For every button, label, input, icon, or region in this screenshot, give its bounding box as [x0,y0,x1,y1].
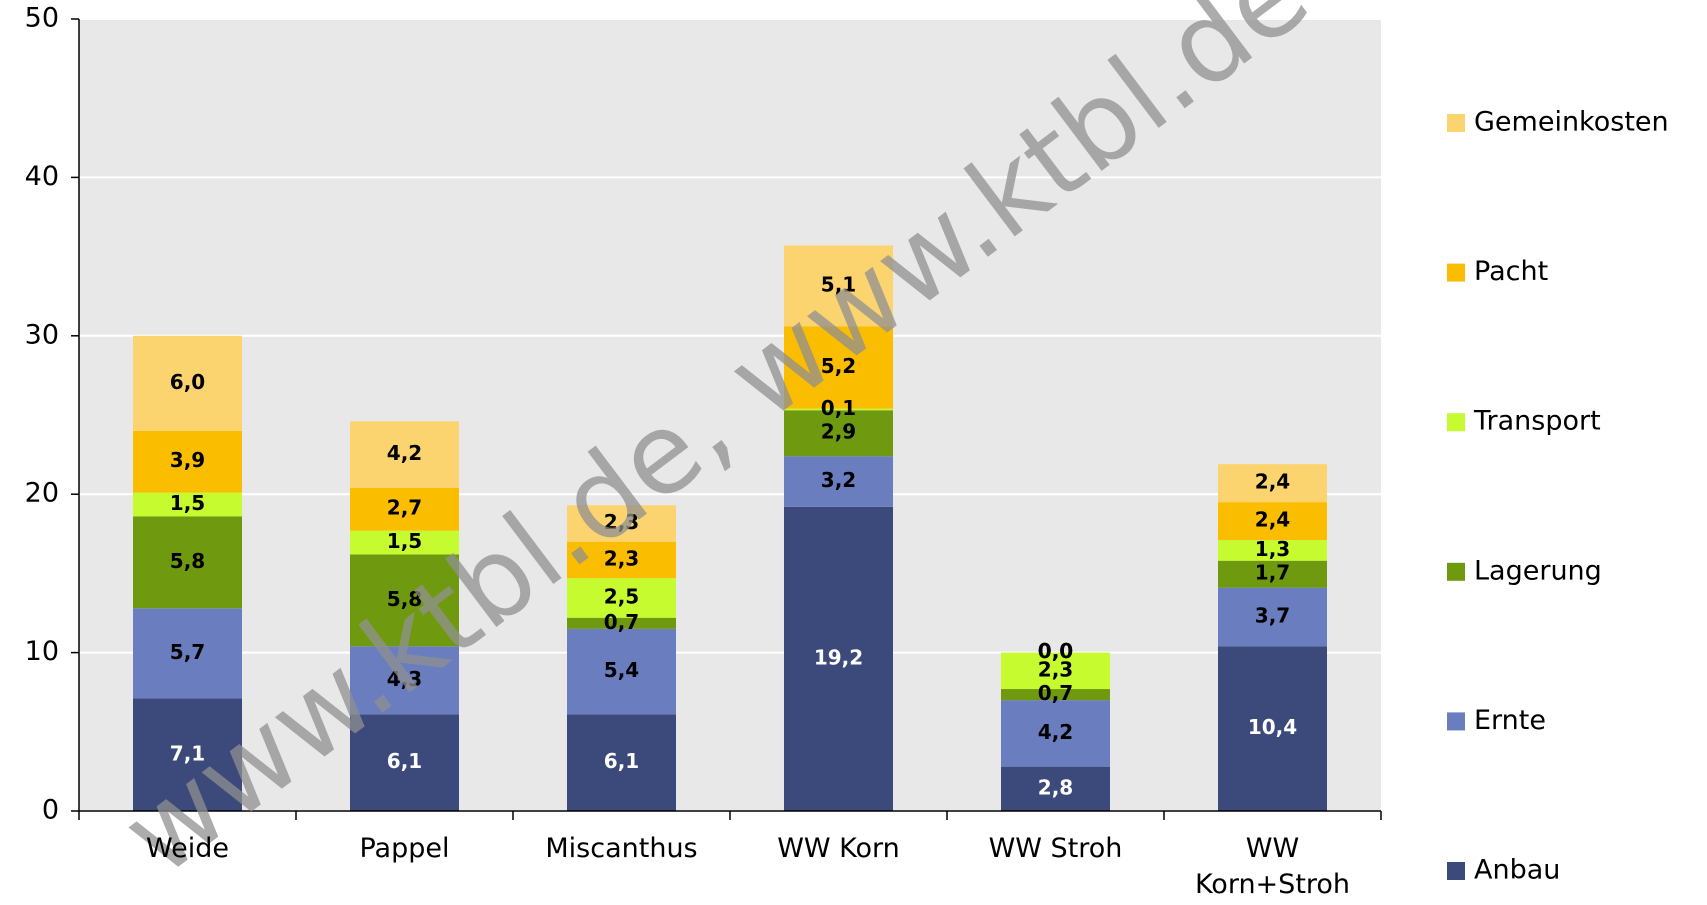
legend-swatch [1447,413,1465,432]
legend-label: Gemeinkosten [1474,107,1669,138]
bar-segment [784,245,893,327]
data-label: 2,4 [1255,508,1290,532]
y-tick-label: 10 [25,636,59,667]
legend-swatch [1447,562,1465,581]
data-label: 5,7 [170,640,205,664]
data-label: 5,8 [170,549,205,573]
y-tick-label: 20 [25,478,59,509]
bar-segment [567,541,676,579]
bar-segment [350,530,459,555]
bar-segment [350,487,459,531]
data-label: 1,3 [1255,537,1290,561]
data-label: 0,1 [821,396,856,420]
data-label: 0,7 [1038,681,1073,705]
bar-segment [1218,464,1327,503]
legend-label: Anbau [1474,855,1560,886]
data-label: 4,2 [1038,720,1073,744]
x-tick-label: Weide [146,833,229,864]
data-label: 4,3 [387,667,422,691]
legend-swatch [1447,263,1465,282]
data-label: 5,8 [387,587,422,611]
bar-segment [784,326,893,409]
bar-segment [133,430,242,493]
data-label: 3,9 [170,448,205,472]
bar-segment [350,646,459,715]
bar-segment [133,335,242,431]
plot-area [79,19,1381,811]
bar-segment [784,456,893,507]
x-tick-label: Pappel [359,833,450,864]
data-label: 2,3 [604,546,639,570]
legend-swatch [1447,862,1465,880]
bar-segment [1218,502,1327,541]
data-label: 3,7 [1255,603,1290,627]
legend-swatch [1447,114,1465,132]
bar-segment [133,492,242,517]
bar-segment [567,578,676,618]
legend-label: Lagerung [1474,555,1602,586]
data-label: 4,2 [387,441,422,465]
data-label: 5,4 [604,658,639,682]
bar-segment [567,617,676,629]
legend-label: Ernte [1474,705,1546,736]
data-label: 2,3 [604,510,639,534]
data-label: 2,3 [1038,657,1073,681]
data-label: 19,2 [814,645,863,669]
legend-label: Pacht [1474,256,1548,287]
y-tick-label: 0 [42,795,59,826]
bar-segment [133,516,242,609]
bar-segment [1218,587,1327,647]
data-label: 1,5 [387,529,422,553]
data-label: 1,7 [1255,561,1290,585]
bar-segment [133,608,242,699]
bar-segment [567,714,676,811]
data-label: 2,4 [1255,470,1290,494]
legend-swatch [1447,712,1465,731]
data-label: 7,1 [170,741,205,765]
bar-segment [1218,540,1327,561]
x-tick-label: WW Korn+Stroh [1194,833,1351,900]
x-tick-label: WW Stroh [988,833,1123,864]
y-tick-label: 30 [25,319,59,350]
bar-segment [1001,689,1110,701]
data-label: 0,0 [1038,639,1073,663]
data-label: 5,2 [821,354,856,378]
bar-segment [350,421,459,488]
data-label: 5,1 [821,272,856,296]
bar-segment [567,628,676,715]
data-label: 0,0 [1038,639,1073,663]
data-label: 2,8 [1038,775,1073,799]
bar-segment [1001,652,1110,690]
bar-segment [1218,646,1327,811]
bar-segment [784,506,893,811]
data-label: 1,5 [170,491,205,515]
x-tick-label: WW Korn [777,833,900,864]
data-label: 2,7 [387,496,422,520]
data-label: 6,0 [170,370,205,394]
y-tick-label: 40 [25,161,59,192]
bar-segment [1218,560,1327,588]
data-label: 0,7 [604,610,639,634]
bar-segment [133,698,242,811]
bar-segment [784,410,893,457]
data-label: 2,9 [821,420,856,444]
bar-segment [567,505,676,542]
bar-segment [1001,700,1110,767]
bar-segment [350,714,459,811]
data-label: 3,2 [821,468,856,492]
data-label: 10,4 [1248,715,1297,739]
data-label: 2,5 [604,584,639,608]
x-tick-label: Miscanthus [545,833,698,864]
bar-segment [350,554,459,647]
bar-segment [784,408,893,411]
y-tick-label: 50 [25,3,59,34]
legend-label: Transport [1473,406,1601,437]
data-label: 6,1 [387,749,422,773]
bar-segment [1001,766,1110,811]
data-label: 6,1 [604,749,639,773]
